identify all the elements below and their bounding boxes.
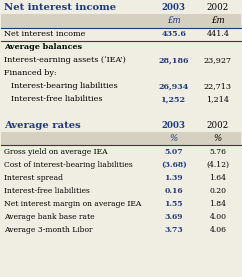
Text: Net interest income: Net interest income [4, 3, 116, 12]
Text: 1.84: 1.84 [209, 200, 226, 208]
Text: Net interest income: Net interest income [4, 30, 85, 38]
Text: 3.69: 3.69 [164, 213, 183, 221]
Text: (4.12): (4.12) [206, 161, 229, 169]
FancyBboxPatch shape [1, 132, 241, 145]
Text: Gross yield on average IEA: Gross yield on average IEA [4, 148, 107, 156]
Text: 3.73: 3.73 [164, 226, 183, 234]
Text: Net interest margin on average IEA: Net interest margin on average IEA [4, 200, 141, 208]
Text: 1.55: 1.55 [164, 200, 183, 208]
Text: £m: £m [167, 16, 181, 25]
Text: 1,252: 1,252 [161, 95, 186, 103]
Text: Financed by:: Financed by: [4, 69, 56, 77]
Text: 4.00: 4.00 [209, 213, 226, 221]
Text: 435.6: 435.6 [161, 30, 186, 38]
Text: 2003: 2003 [162, 121, 186, 130]
Text: 26,934: 26,934 [159, 82, 189, 90]
Text: Average bank base rate: Average bank base rate [4, 213, 94, 221]
Text: 23,927: 23,927 [204, 56, 232, 64]
Text: (3.68): (3.68) [161, 161, 187, 169]
Text: Interest-earning assets (‘IEA’): Interest-earning assets (‘IEA’) [4, 56, 126, 64]
Text: 1,214: 1,214 [206, 95, 229, 103]
Text: %: % [214, 134, 222, 143]
Text: Interest spread: Interest spread [4, 174, 63, 182]
Text: 1.39: 1.39 [164, 174, 183, 182]
Text: 1.64: 1.64 [209, 174, 226, 182]
FancyBboxPatch shape [1, 14, 241, 27]
Text: 2002: 2002 [207, 3, 229, 12]
Text: 4.06: 4.06 [209, 226, 226, 234]
Text: 0.16: 0.16 [164, 187, 183, 195]
Text: Average rates: Average rates [4, 121, 81, 130]
Text: Average balances: Average balances [4, 43, 82, 51]
Text: 5.07: 5.07 [164, 148, 183, 156]
Text: Interest-free liabilities: Interest-free liabilities [4, 187, 90, 195]
Text: £m: £m [211, 16, 225, 25]
Text: 441.4: 441.4 [206, 30, 229, 38]
Text: Cost of interest-bearing liabilities: Cost of interest-bearing liabilities [4, 161, 133, 169]
Text: 22,713: 22,713 [204, 82, 232, 90]
Text: 5.76: 5.76 [209, 148, 226, 156]
Text: Interest-free liabilities: Interest-free liabilities [11, 95, 102, 103]
Text: 28,186: 28,186 [158, 56, 189, 64]
Text: Interest-bearing liabilities: Interest-bearing liabilities [11, 82, 118, 90]
Text: 2003: 2003 [162, 3, 186, 12]
Text: 0.20: 0.20 [209, 187, 226, 195]
Text: Average 3-month Libor: Average 3-month Libor [4, 226, 92, 234]
Text: %: % [169, 134, 178, 143]
Text: 2002: 2002 [207, 121, 229, 130]
